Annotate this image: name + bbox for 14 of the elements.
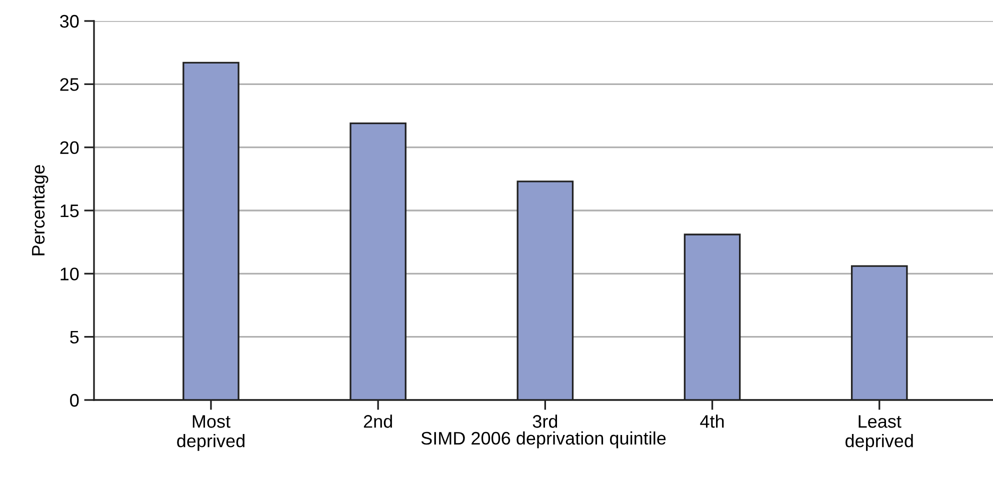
y-tick-label: 0 <box>70 394 79 407</box>
x-tick-label: 3rd <box>532 414 558 428</box>
y-axis-title: Percentage <box>32 165 48 256</box>
x-tick-label: 4th <box>700 414 724 428</box>
y-tick-label: 25 <box>60 78 79 91</box>
x-axis-title: SIMD 2006 deprivation quintile <box>421 431 666 448</box>
x-tick-label: Least deprived <box>846 415 913 451</box>
y-tick-label: 5 <box>70 330 79 344</box>
y-tick-label: 30 <box>60 14 79 28</box>
x-tick-label: Most deprived <box>177 415 244 451</box>
y-tick-label: 15 <box>60 204 79 218</box>
y-tick-label: 10 <box>60 268 79 280</box>
x-tick-label: 2nd <box>364 414 392 428</box>
y-tick-label: 20 <box>60 141 79 154</box>
